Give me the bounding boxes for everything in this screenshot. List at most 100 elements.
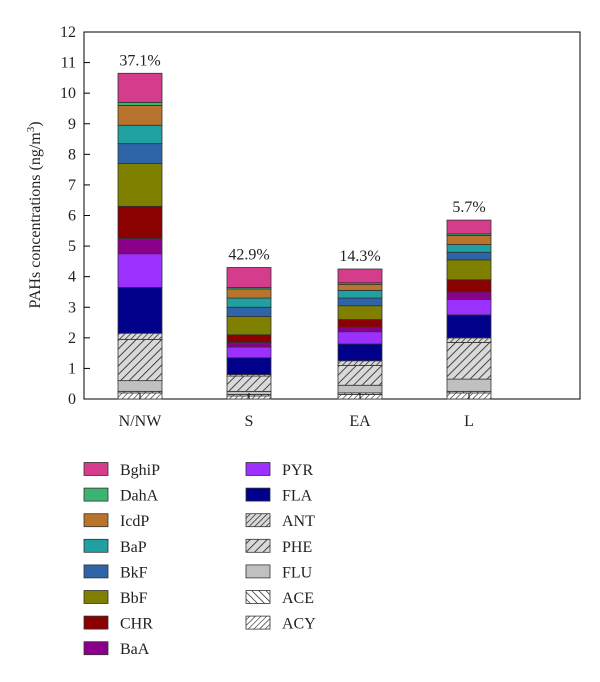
bar-segment-ant (337, 360, 383, 366)
bar-stack-nnw (117, 72, 163, 400)
y-tick-label: 1 (68, 360, 76, 377)
legend-item-pyr: PYR (245, 462, 313, 479)
bar-segment-bap (337, 290, 383, 299)
legend-item-icdp: IcdP (83, 513, 149, 530)
bar-segment-chr (226, 334, 272, 343)
x-axis-labels: N/NW S EA L (119, 393, 474, 430)
legend-label: ANT (282, 513, 315, 530)
bar-segment-bbf (226, 316, 272, 336)
legend-label: FLU (282, 564, 313, 581)
bar-stack-s (226, 267, 272, 400)
percent-label: 5.7% (452, 199, 485, 216)
y-tick-label: 8 (68, 146, 76, 163)
y-tick-label: 11 (61, 55, 76, 72)
bar-segment-ant (117, 332, 163, 340)
bar-segment-bkf (446, 251, 492, 261)
y-axis-title: PAHs concentrations (ng/m3) (25, 121, 44, 308)
bar-segment-bap (117, 124, 163, 145)
legend-swatch (83, 564, 109, 579)
x-tick-label: N/NW (119, 413, 163, 430)
legend-label: BaP (120, 539, 147, 556)
bar-stack-l (446, 219, 492, 400)
bar-segment-chr (337, 319, 383, 328)
legend-swatch (83, 513, 109, 528)
bar-segment-bghip (117, 72, 163, 103)
legend-label: ACY (282, 616, 316, 633)
legend-label: BkF (120, 564, 148, 581)
y-tick-label: 0 (68, 391, 76, 408)
bar-segment-phe (337, 364, 383, 386)
y-tick-label: 7 (68, 177, 76, 194)
bar-segment-bkf (337, 297, 383, 307)
legend-item-phe: PHE (245, 539, 312, 556)
percent-label: 14.3% (339, 248, 380, 265)
legend-label: BaA (120, 641, 150, 658)
legend-swatch (245, 462, 271, 476)
legend-item-baa: BaA (83, 641, 150, 658)
bar-segment-icdp (226, 288, 272, 299)
bar-segment-bghip (446, 219, 492, 235)
legend-swatch (83, 538, 109, 553)
bar-segment-bbf (117, 163, 163, 207)
legend-item-bbf: BbF (83, 590, 148, 607)
y-tick-label: 4 (68, 269, 76, 286)
legend-swatch (83, 462, 109, 476)
y-tick-label: 5 (68, 238, 76, 255)
bar-segment-baa (446, 291, 492, 301)
legend-swatch (245, 590, 271, 604)
y-tick-label: 3 (68, 299, 76, 316)
legend-item-acy: ACY (245, 615, 316, 633)
bar-segment-baa (226, 342, 272, 348)
bar-segment-flu (117, 380, 163, 392)
legend-swatch (83, 590, 109, 604)
y-tick-label: 6 (68, 208, 76, 225)
bar-segment-phe (226, 375, 272, 392)
bar-segment-pyr (446, 299, 492, 316)
legend-item-bkf: BkF (83, 564, 148, 581)
legend-item-chr: CHR (83, 615, 153, 633)
legend-item-bap: BaP (83, 538, 147, 556)
legend: BghiP DahA IcdP BaP BkF BbF CHR BaA PYR FLA ANT PHE… (83, 462, 316, 658)
bars (117, 72, 492, 400)
legend-swatch (83, 487, 109, 502)
legend-label: CHR (120, 616, 153, 633)
legend-label: BbF (120, 590, 148, 607)
legend-label: PHE (282, 539, 312, 556)
bar-segment-fla (446, 314, 492, 339)
legend-swatch (245, 564, 271, 579)
legend-item-ant: ANT (245, 513, 315, 530)
legend-label: BghiP (120, 462, 160, 479)
percent-labels: 37.1% 42.9% 14.3% 5.7% (119, 52, 485, 265)
bar-segment-ant (446, 337, 492, 343)
x-tick-label: L (464, 413, 474, 430)
legend-swatch (245, 615, 271, 630)
bar-segment-flu (446, 378, 492, 392)
legend-label: DahA (120, 488, 159, 505)
y-tick-label: 12 (60, 24, 76, 41)
bar-segment-icdp (446, 234, 492, 245)
x-tick-label: EA (349, 413, 371, 430)
bar-segment-chr (117, 205, 163, 239)
legend-swatch (83, 615, 109, 630)
bar-stack-ea (337, 268, 383, 400)
bar-segment-baa (337, 326, 383, 333)
y-tick-label: 9 (68, 116, 76, 133)
y-tick-label: 2 (68, 330, 76, 347)
bar-segment-fla (337, 343, 383, 362)
bar-segment-icdp (337, 283, 383, 291)
legend-label: PYR (282, 462, 313, 479)
x-tick-label: S (245, 413, 254, 430)
bar-segment-chr (446, 279, 492, 293)
bar-segment-bkf (117, 143, 163, 164)
bar-segment-bbf (446, 259, 492, 281)
bar-segment-phe (446, 342, 492, 380)
bar-segment-fla (226, 357, 272, 375)
legend-item-bghip: BghiP (83, 462, 160, 479)
bar-segment-bap (446, 244, 492, 253)
bar-segment-flu (337, 384, 383, 394)
legend-swatch (245, 487, 271, 502)
bar-segment-bap (226, 297, 272, 308)
legend-item-flu: FLU (245, 564, 313, 581)
